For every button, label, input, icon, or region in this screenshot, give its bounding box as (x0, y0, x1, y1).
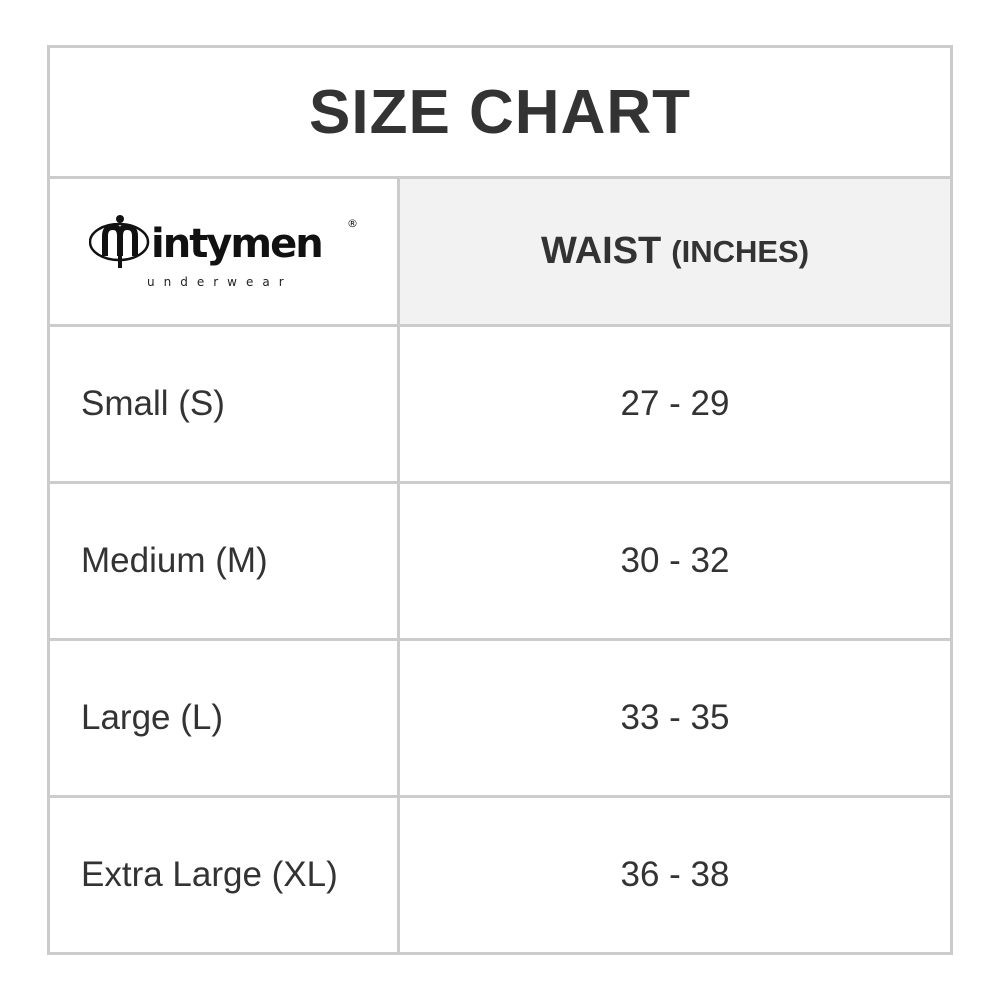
divider (50, 481, 950, 484)
size-label: Small (S) (81, 384, 225, 423)
svg-text:®: ® (347, 217, 358, 230)
waist-value: 36 - 38 (620, 855, 730, 894)
waist-value: 30 - 32 (620, 541, 730, 580)
column-divider (397, 179, 400, 952)
waist-column-header: WAIST (INCHES) (400, 179, 950, 324)
size-label: Medium (M) (81, 541, 268, 580)
divider (50, 638, 950, 641)
brand-logo: intymen ® underwear (50, 179, 397, 324)
waist-value: 33 - 35 (620, 698, 730, 737)
unit-label: (INCHES) (671, 233, 810, 269)
svg-text:intymen: intymen (151, 221, 322, 267)
waist-value: 27 - 29 (620, 384, 730, 423)
divider (50, 176, 950, 179)
divider (50, 795, 950, 798)
waist-label: WAIST (540, 230, 662, 272)
divider (50, 324, 950, 327)
size-label: Extra Large (XL) (81, 855, 338, 894)
size-label: Large (L) (81, 698, 224, 737)
page-title: SIZE CHART (309, 77, 691, 147)
size-chart-table: SIZE CHART intymen ® underwear WAIST (IN… (47, 45, 953, 955)
svg-text:underwear: underwear (147, 275, 293, 289)
